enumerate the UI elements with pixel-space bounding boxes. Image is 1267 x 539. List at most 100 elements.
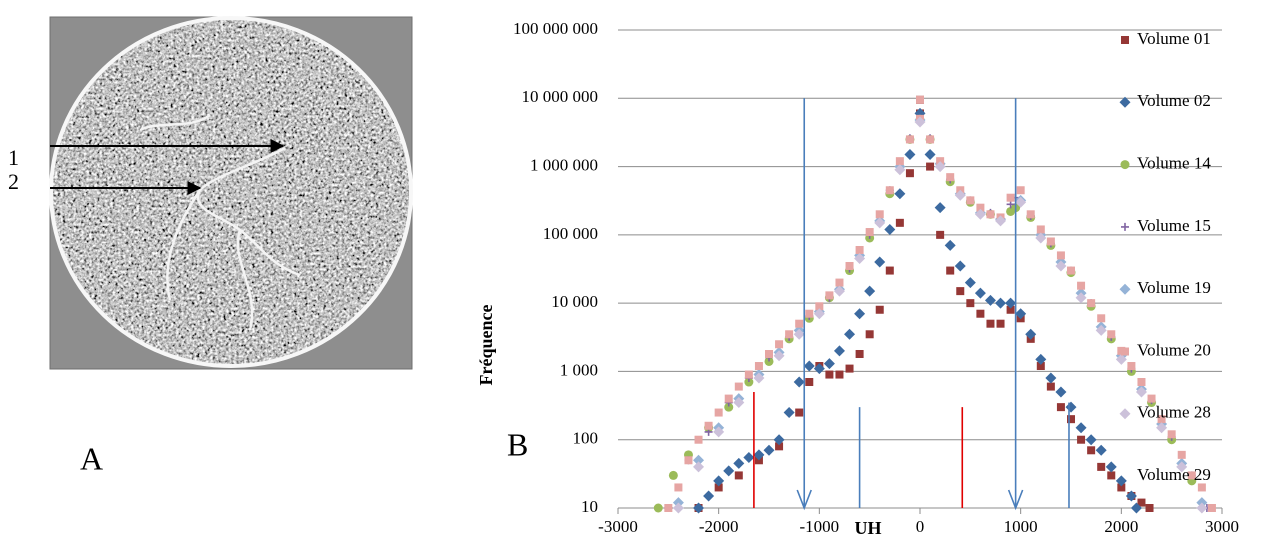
point [684, 456, 693, 465]
point [974, 208, 986, 220]
point [1177, 450, 1186, 459]
panel-label: A [80, 440, 103, 476]
point [1107, 330, 1116, 339]
y-tick-label: 100 000 000 [513, 19, 598, 38]
point [714, 483, 723, 492]
point [1077, 281, 1086, 290]
point [1087, 446, 1096, 455]
legend-marker [1121, 347, 1129, 356]
series [694, 95, 1154, 512]
point [1056, 251, 1065, 260]
point [1006, 193, 1015, 202]
point [976, 309, 985, 318]
x-axis-title: UH [855, 518, 882, 538]
point [785, 330, 794, 339]
point [1015, 308, 1027, 320]
point [1147, 394, 1156, 403]
point [1025, 328, 1037, 340]
point [895, 218, 904, 227]
point [823, 358, 835, 370]
legend-label: Volume 14 [1137, 154, 1211, 173]
point [1107, 471, 1116, 480]
point [934, 202, 946, 214]
point [773, 350, 785, 362]
legend-label: Volume 29 [1137, 465, 1211, 484]
x-tick-label: -1000 [799, 517, 839, 536]
x-tick-label: 3000 [1205, 517, 1239, 536]
point [833, 345, 845, 357]
point [803, 360, 815, 372]
point [1125, 490, 1137, 502]
point [793, 376, 805, 388]
point [775, 340, 784, 349]
legend-marker [1119, 283, 1131, 295]
point [815, 302, 824, 311]
series [693, 107, 1142, 514]
point [854, 308, 866, 320]
point [1157, 415, 1166, 424]
legend-label: Volume 01 [1137, 29, 1211, 48]
point [946, 173, 955, 182]
point [986, 319, 995, 328]
point [1097, 314, 1106, 323]
point [704, 421, 713, 430]
point [1196, 502, 1208, 514]
point [1207, 504, 1216, 512]
arrow-head [796, 489, 812, 511]
x-tick-label: 1000 [1004, 517, 1038, 536]
legend-marker [1120, 160, 1130, 170]
point [1187, 471, 1196, 480]
point [844, 328, 856, 340]
point [1135, 386, 1147, 398]
point [1055, 260, 1067, 272]
point [1137, 498, 1146, 507]
point [724, 402, 734, 412]
point [1115, 475, 1127, 487]
point [833, 285, 845, 297]
point [765, 349, 773, 358]
point [1067, 266, 1075, 275]
point [1095, 324, 1107, 336]
y-tick-label: 100 [573, 429, 599, 448]
point [753, 372, 765, 384]
series [664, 95, 1216, 512]
point [813, 363, 825, 375]
arrow-label: 2 [8, 169, 19, 194]
point [713, 426, 725, 438]
point [954, 189, 966, 201]
point [1197, 483, 1206, 492]
point [964, 277, 976, 289]
point [825, 370, 834, 379]
point [1005, 297, 1017, 309]
point [754, 362, 763, 371]
point [914, 116, 926, 128]
point [926, 135, 935, 144]
point [865, 228, 874, 237]
x-tick-label: 0 [916, 517, 925, 536]
crack-lines [139, 113, 301, 331]
point [724, 394, 733, 403]
point [884, 223, 896, 235]
point [703, 490, 715, 502]
point [1045, 372, 1057, 384]
point [875, 210, 884, 219]
point [733, 457, 745, 469]
point [775, 442, 784, 451]
legend-label: Volume 20 [1137, 340, 1211, 359]
point [956, 287, 965, 296]
x-tick-label: -2000 [699, 517, 739, 536]
disc-outline [49, 16, 413, 368]
point [795, 408, 804, 417]
y-tick-label: 1 000 000 [530, 155, 598, 174]
point [996, 319, 1005, 328]
point [936, 230, 945, 239]
point [825, 291, 834, 300]
point [1176, 461, 1188, 473]
point [1046, 237, 1055, 246]
point [1055, 386, 1067, 398]
point [835, 278, 844, 287]
legend-label: Volume 19 [1137, 278, 1211, 297]
point [664, 504, 673, 512]
series [672, 114, 1208, 509]
